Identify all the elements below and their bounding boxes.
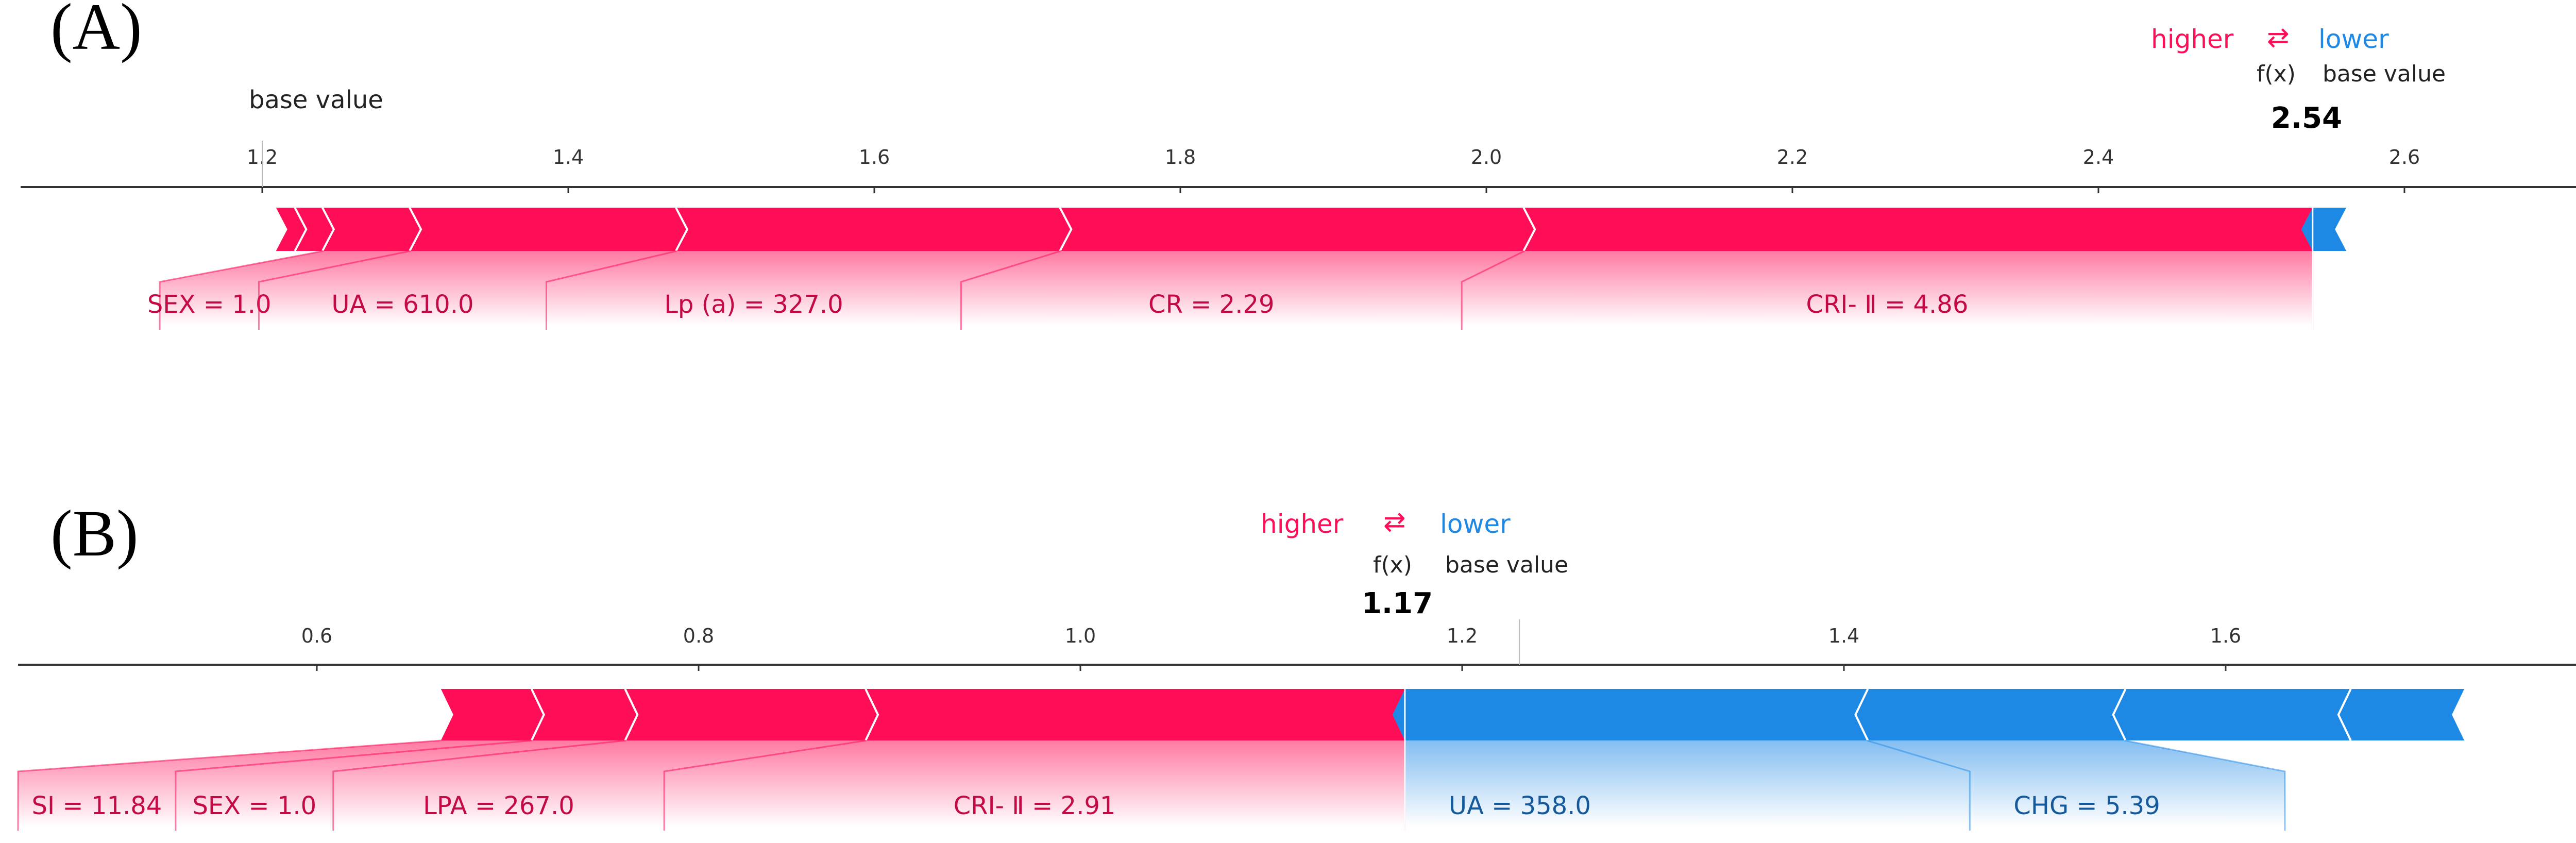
x-tick-label: 2.0 <box>1471 146 1502 168</box>
feature-label-positive: Lp (a) = 327.0 <box>664 290 843 319</box>
feature-label-positive: CR = 2.29 <box>1148 290 1274 319</box>
label-connector-line <box>17 739 441 831</box>
force-segment-positive <box>1524 208 2324 251</box>
feature-label-positive: SI = 11.84 <box>32 791 162 820</box>
label-connector-fill <box>160 251 411 326</box>
x-tick-label: 0.6 <box>301 625 332 647</box>
label-connector-fill <box>1404 740 1970 827</box>
feature-label-positive: LPA = 267.0 <box>423 791 574 820</box>
panel-a-legend: higher ⇄ lower f(x) base value 2.54 <box>2151 22 2446 135</box>
segment-separator <box>1522 207 1536 251</box>
x-tick-label: 2.4 <box>2083 146 2114 168</box>
force-segment-negative <box>1392 689 1867 740</box>
legend-arrows-icon: ⇄ <box>2267 22 2290 53</box>
force-segment-positive <box>411 208 688 251</box>
base-value-label: base value <box>249 86 383 114</box>
force-segment-positive <box>532 689 639 740</box>
panel-b-label: (B) <box>50 497 139 570</box>
force-segment-positive <box>1061 208 1536 251</box>
force-segment-negative <box>2337 689 2465 740</box>
legend-higher-label: higher <box>1261 509 1344 539</box>
x-tick-label: 1.2 <box>1447 625 1478 647</box>
label-connector-fill <box>333 740 867 827</box>
force-bars: SEX = 1.0 UA = 610.0 Lp (a) = 327.0 CR = 2.… <box>147 207 2347 330</box>
fx-base-label: base value <box>2323 61 2446 87</box>
x-axis-ticks: 1.2 1.4 1.6 1.8 2.0 2.2 2.4 2.6 <box>247 141 2420 193</box>
legend-lower-label: lower <box>2318 24 2389 54</box>
fx-label: f(x) <box>2257 61 2296 87</box>
feature-label-positive: CRI- Ⅱ = 2.91 <box>954 791 1116 820</box>
label-connector-line <box>960 250 1061 330</box>
segment-separator <box>409 207 422 251</box>
x-tick-label: 1.0 <box>1065 625 1096 647</box>
segment-separator <box>2337 688 2352 741</box>
output-value: 1.17 <box>1362 587 1433 620</box>
label-connector-line <box>159 250 324 330</box>
fx-base-label: base value <box>1445 552 1568 578</box>
force-segment-positive <box>676 208 1073 251</box>
segment-separator <box>2112 688 2127 741</box>
x-tick-label: 1.4 <box>1828 625 1859 647</box>
label-connector-fill <box>259 251 677 326</box>
force-segment-positive <box>296 208 335 251</box>
panel-b-legend: higher ⇄ lower f(x) base value 1.17 <box>1261 507 1568 620</box>
x-tick-label: 1.8 <box>1165 146 1196 168</box>
feature-label-negative: CHG = 5.39 <box>2013 791 2160 820</box>
panel-a-label: (A) <box>50 0 142 63</box>
legend-higher-label: higher <box>2151 24 2234 54</box>
feature-label-positive: SEX = 1.0 <box>147 290 272 319</box>
x-tick-label: 2.2 <box>1777 146 1808 168</box>
feature-label-positive: SEX = 1.0 <box>192 791 316 820</box>
label-connector-line <box>545 250 677 330</box>
label-connector-fill <box>664 740 1405 827</box>
segment-separator <box>865 688 879 741</box>
segment-separator <box>1059 207 1073 251</box>
label-connector-fill <box>1462 251 2313 326</box>
segment-separator <box>624 688 639 741</box>
label-connector-line <box>663 739 867 831</box>
x-tick-label: 0.8 <box>683 625 714 647</box>
output-value: 2.54 <box>2271 102 2342 135</box>
label-connector-line <box>1461 250 1525 330</box>
feature-label-negative: UA = 358.0 <box>1449 791 1591 820</box>
segment-separator <box>294 207 308 251</box>
force-segment-negative <box>2112 689 2350 740</box>
label-connector-fill <box>1867 740 2285 827</box>
segment-separator <box>321 207 335 251</box>
label-connector-line <box>332 739 626 831</box>
segment-separator <box>1854 688 1869 741</box>
force-segment-positive <box>867 689 1417 740</box>
force-bars: SI = 11.84 SEX = 1.0 LPA = 267.0 CRI- Ⅱ = 2… <box>17 688 2465 831</box>
feature-label-positive: CRI- Ⅱ = 4.86 <box>1806 290 1969 319</box>
segment-separator <box>530 688 545 741</box>
label-connector-line <box>258 250 411 330</box>
x-tick-label: 1.6 <box>2210 625 2241 647</box>
segment-separator <box>675 207 689 251</box>
panel-b: (B) higher ⇄ lower f(x) base value 1.17 … <box>17 497 2576 831</box>
label-connector-line <box>2124 739 2286 831</box>
label-connector-fill <box>546 251 1061 326</box>
label-connector-fill <box>961 251 1525 326</box>
feature-label-positive: UA = 610.0 <box>331 290 473 319</box>
force-segment-negative <box>1854 689 2125 740</box>
legend-arrows-icon: ⇄ <box>1383 507 1406 537</box>
x-tick-label: 1.6 <box>859 146 890 168</box>
force-segment-positive <box>626 689 879 740</box>
force-segment-positive <box>323 208 422 251</box>
panel-a: (A) higher ⇄ lower f(x) base value 2.54 … <box>21 0 2576 330</box>
x-axis-ticks: 0.6 0.8 1.0 1.2 1.4 1.6 <box>301 619 2241 671</box>
force-segment-positive <box>440 689 545 740</box>
x-tick-label: 2.6 <box>2389 146 2420 168</box>
fx-label: f(x) <box>1373 552 1412 578</box>
x-tick-label: 1.4 <box>553 146 584 168</box>
legend-lower-label: lower <box>1440 509 1511 539</box>
label-connector-line <box>175 739 533 831</box>
